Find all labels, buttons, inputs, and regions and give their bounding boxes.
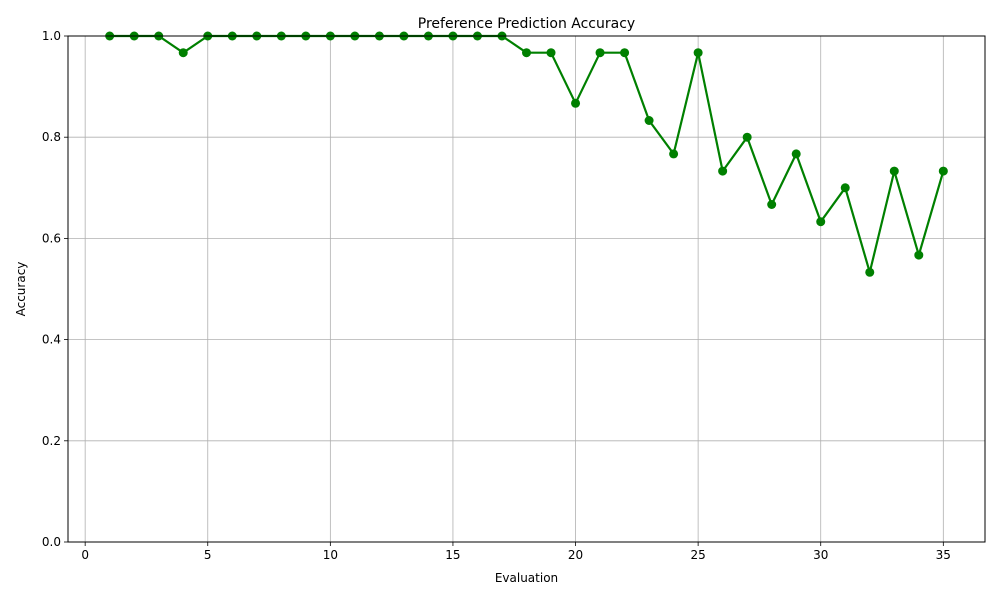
plot-frame (67, 35, 986, 543)
data-point (865, 267, 875, 277)
x-tick-label: 35 (936, 548, 951, 562)
y-tick-label: 0.0 (42, 535, 61, 549)
data-point (718, 166, 728, 176)
data-point (767, 199, 777, 209)
x-tick-label: 30 (813, 548, 828, 562)
y-tick-label: 0.6 (42, 231, 61, 245)
data-point (816, 217, 826, 227)
data-point (840, 183, 850, 193)
data-point (889, 166, 899, 176)
data-point (938, 166, 948, 176)
x-tick-label: 25 (690, 548, 705, 562)
y-tick-label: 0.4 (42, 333, 61, 347)
data-point (546, 48, 556, 58)
x-tick-label: 5 (204, 548, 212, 562)
x-axis-ticks: 0 5 10 15 20 25 30 35 (81, 542, 951, 562)
data-point (914, 250, 924, 260)
y-axis-title: Accuracy (14, 262, 28, 317)
x-tick-label: 20 (568, 548, 583, 562)
data-point (669, 149, 679, 159)
y-tick-label: 0.2 (42, 434, 61, 448)
data-point (178, 48, 188, 58)
x-axis-title: Evaluation (495, 571, 558, 585)
x-tick-label: 10 (323, 548, 338, 562)
data-point (620, 48, 630, 58)
data-point (522, 48, 531, 58)
data-point (644, 116, 654, 126)
x-tick-label: 15 (445, 548, 460, 562)
data-point (693, 48, 703, 58)
data-point (595, 48, 605, 58)
series-markers (105, 31, 948, 277)
data-point (571, 98, 581, 108)
y-tick-label: 1.0 (42, 29, 61, 43)
data-point (742, 132, 752, 142)
x-tick-label: 0 (81, 548, 89, 562)
data-point (791, 149, 801, 159)
y-tick-label: 0.8 (42, 130, 61, 144)
chart-title: Preference Prediction Accuracy (418, 16, 635, 32)
y-axis-ticks: 0.0 0.2 0.4 0.6 0.8 1.0 (42, 29, 68, 549)
